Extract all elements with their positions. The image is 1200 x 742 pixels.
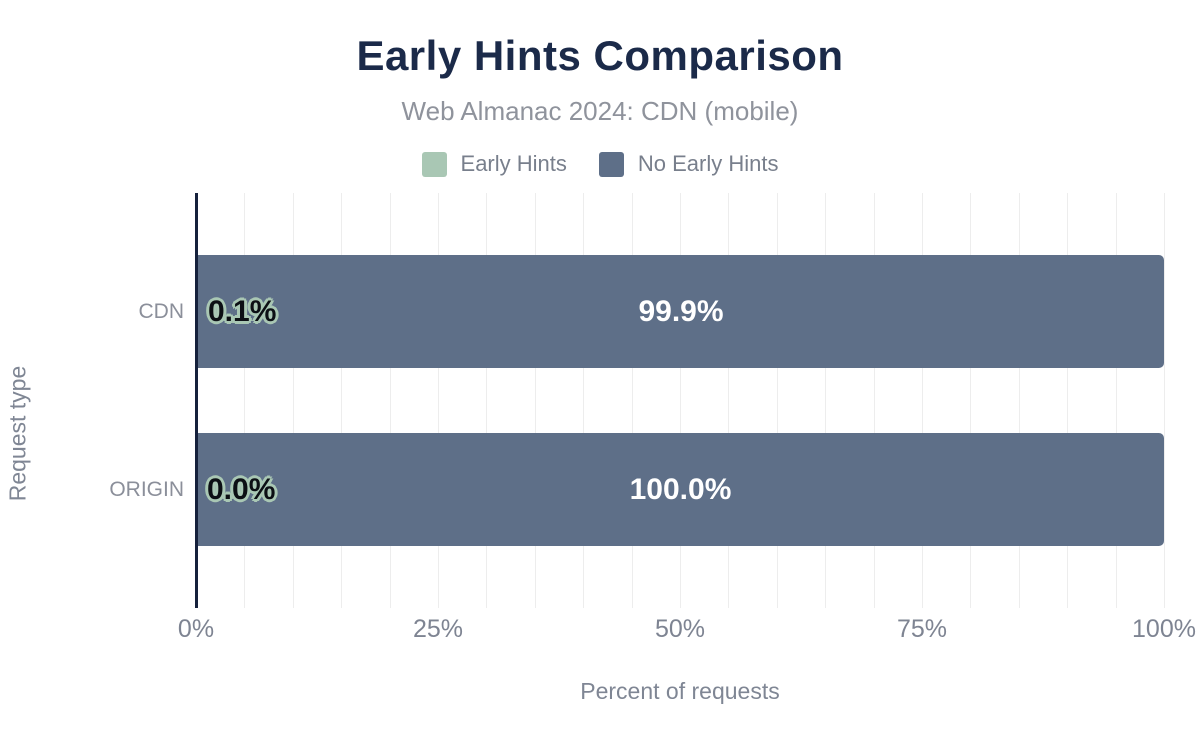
x-tick-label-50: 50%	[654, 615, 706, 643]
value-label-early-hints: 0.1%	[208, 295, 277, 328]
chart-subtitle: Web Almanac 2024: CDN (mobile)	[401, 96, 799, 126]
gridline	[777, 193, 778, 608]
chart-legend: Early Hints No Early Hints	[0, 151, 1200, 177]
gridline	[825, 193, 826, 608]
legend-swatch-icon	[598, 151, 624, 177]
gridline	[680, 193, 681, 608]
legend-item-1: No Early Hints	[598, 151, 779, 177]
gridline	[874, 193, 875, 608]
category-label-cdn: CDN	[138, 300, 185, 323]
gridline	[390, 193, 391, 608]
gridline	[583, 193, 584, 608]
bar-row-origin: 0.0% 100.0%	[196, 433, 1164, 546]
x-axis-title: Percent of requests	[580, 678, 780, 704]
gridline	[486, 193, 487, 608]
gridline	[632, 193, 633, 608]
value-label-no-early-hints: 100.0%	[629, 473, 732, 506]
gridline	[922, 193, 923, 608]
y-axis-line	[195, 193, 198, 608]
legend-label: No Early Hints	[637, 151, 779, 176]
legend-swatch-icon	[421, 151, 447, 177]
x-tick-label-0: 0%	[177, 615, 215, 643]
gridline	[1164, 193, 1165, 608]
legend-item-0: Early Hints	[421, 151, 567, 177]
chart-header: Early Hints Comparison Web Almanac 2024:…	[0, 0, 1200, 177]
gridline	[293, 193, 294, 608]
value-label-no-early-hints: 99.9%	[638, 295, 724, 328]
gridline	[970, 193, 971, 608]
legend-label: Early Hints	[460, 151, 567, 176]
category-label-origin: ORIGIN	[109, 478, 184, 501]
bar-segment-no-early-hints	[198, 255, 1164, 368]
gridline	[341, 193, 342, 608]
gridline	[535, 193, 536, 608]
value-label-early-hints: 0.0%	[207, 473, 276, 506]
gridline	[438, 193, 439, 608]
x-tick-label-75: 75%	[896, 615, 948, 643]
chart-title: Early Hints Comparison	[356, 32, 844, 79]
bar-row-cdn: 0.1% 99.9%	[196, 255, 1164, 368]
gridline	[1116, 193, 1117, 608]
plot-area: 0.1% 99.9% 0.0% 100.0%	[196, 193, 1165, 608]
gridline	[1067, 193, 1068, 608]
x-tick-label-25: 25%	[412, 615, 464, 643]
gridline	[728, 193, 729, 608]
gridline	[244, 193, 245, 608]
gridline	[1019, 193, 1020, 608]
x-tick-label-100: 100%	[1132, 615, 1196, 643]
bar-segment-no-early-hints	[197, 433, 1164, 546]
